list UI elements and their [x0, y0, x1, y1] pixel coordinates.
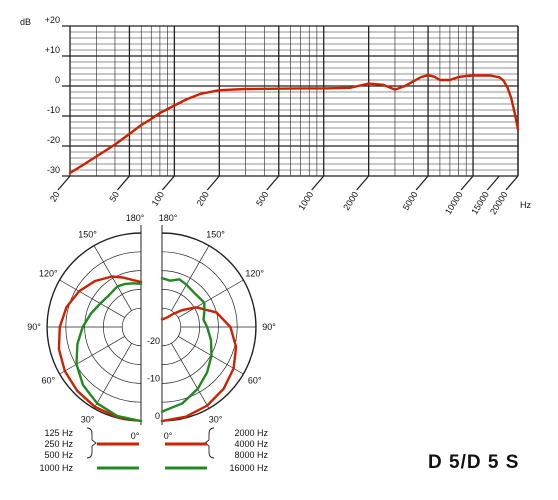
legend-frequency-label: 16000 Hz [229, 463, 268, 473]
legend-frequency-label: 2000 Hz [234, 428, 268, 438]
x-tick-mark [460, 175, 474, 191]
x-tick-label: 10000 [443, 190, 465, 217]
polar-angle-label: 30° [81, 415, 95, 425]
polar-radius-label: -10 [147, 373, 160, 383]
y-tick-label: -20 [47, 135, 60, 145]
polar-curves [57, 275, 238, 423]
polar-spoke [171, 343, 210, 409]
polar-series-line [57, 275, 143, 423]
polar-angle-label: 180° [159, 213, 178, 223]
polar-radius-label: -20 [147, 336, 160, 346]
x-tick-mark [356, 175, 370, 191]
legend-frequency-label: 125 Hz [44, 428, 73, 438]
polar-angle-label: 60° [42, 376, 56, 386]
polar-series-line [75, 282, 143, 423]
frequency-response-curve [68, 73, 520, 175]
x-tick-label: 500 [254, 190, 270, 208]
legend-frequency-label: 8000 Hz [234, 450, 268, 460]
x-tick-mark [57, 175, 71, 191]
x-tick-mark [206, 175, 220, 191]
polar-ring [121, 307, 142, 347]
polar-angle-label: 0° [131, 431, 140, 441]
y-axis-label: dB [20, 17, 31, 27]
x-tick-label: 20000 [488, 190, 510, 217]
polar-angle-label: 150° [206, 229, 225, 239]
x-tick-mark [415, 175, 429, 191]
series-line [68, 73, 520, 175]
legend-frequency-label: 500 Hz [44, 450, 73, 460]
polar-grid [46, 225, 257, 425]
y-tick-label: -10 [47, 105, 60, 115]
legend-frequency-label: 1000 Hz [39, 463, 73, 473]
polar-angle-label: 90° [262, 322, 276, 332]
x-tick-label: 50 [107, 190, 121, 204]
polar-angle-label: 60° [248, 376, 262, 386]
x-tick-label: 200 [195, 190, 211, 208]
legend-brace [86, 427, 97, 459]
polar-radius-label: 0 [155, 411, 160, 421]
x-tick-mark [266, 175, 280, 191]
x-tick-mark [161, 175, 175, 191]
polar-angle-label: 180° [126, 213, 145, 223]
y-tick-label: +20 [45, 15, 60, 25]
x-tick-mark [116, 175, 130, 191]
x-tick-mark [486, 175, 500, 191]
polar-labels: 180° 150° 120° 90° 60° 30° 0° 180° 150° 120° 90° 60… [27, 213, 276, 441]
polar-angle-label: 30° [209, 415, 223, 425]
polar-angle-label: 90° [27, 322, 41, 332]
polar-spoke [59, 279, 125, 318]
x-tick-label: 2000 [341, 190, 360, 212]
polar-spoke [93, 245, 132, 311]
polar-ring [161, 307, 182, 347]
polar-spoke [93, 343, 132, 409]
polar-spoke [178, 279, 244, 318]
polar-angle-label: 120° [245, 269, 264, 279]
x-tick-label: 20 [48, 190, 62, 204]
y-tick-label: -30 [47, 165, 60, 175]
polar-spoke [59, 336, 125, 375]
polar-series-line [160, 276, 213, 413]
legend-frequency-label: 4000 Hz [234, 439, 268, 449]
x-tick-label: 1000 [296, 190, 315, 212]
polar-series-line [160, 306, 238, 423]
x-tick-mark [311, 175, 325, 191]
polar-spoke [171, 245, 210, 311]
x-tick-mark [505, 175, 519, 191]
x-axis-label: Hz [520, 200, 531, 210]
legend-frequency-label: 250 Hz [44, 439, 73, 449]
y-tick-label: +10 [45, 45, 60, 55]
polar-angle-label: 0° [164, 431, 173, 441]
frequency-grid [57, 25, 519, 191]
polar-angle-label: 120° [39, 269, 58, 279]
x-tick-label: 5000 [401, 190, 420, 212]
model-label: D 5/D 5 S [428, 452, 520, 473]
y-tick-label: 0 [55, 75, 60, 85]
x-tick-label: 100 [150, 190, 166, 208]
x-tick-label: 15000 [469, 190, 491, 217]
polar-angle-label: 150° [78, 229, 97, 239]
